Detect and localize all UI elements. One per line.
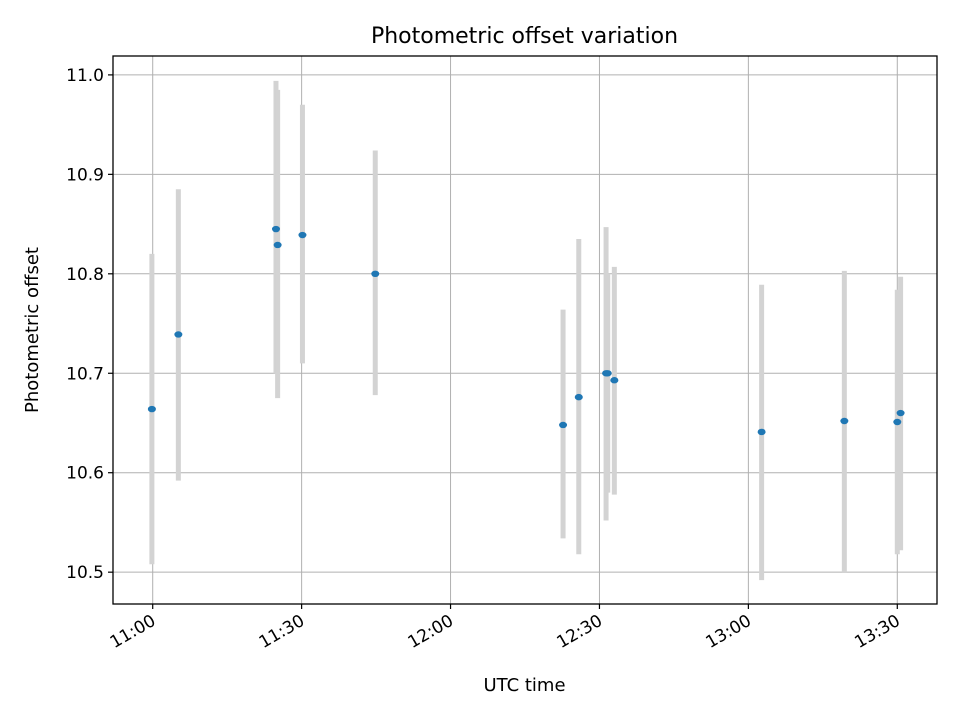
data-point: [271, 225, 280, 233]
data-point: [896, 409, 905, 417]
data-point: [574, 393, 583, 401]
data-point: [298, 231, 307, 239]
data-point: [757, 428, 766, 436]
data-point: [147, 405, 156, 413]
data-point: [559, 421, 568, 429]
y-tick-label: 10.6: [66, 464, 104, 484]
data-points: [147, 225, 905, 436]
data-point: [371, 270, 380, 278]
y-axis-ticks: 10.5 10.6 10.7 10.8 10.9 11.0: [66, 66, 113, 583]
data-point: [610, 377, 619, 384]
y-tick-label: 10.8: [66, 265, 104, 285]
x-axis-label: UTC time: [483, 675, 565, 696]
data-point: [603, 370, 612, 377]
plot-frame: [112, 55, 938, 605]
y-tick-label: 10.7: [66, 364, 104, 384]
data-point: [840, 417, 849, 425]
data-point: [174, 331, 183, 338]
y-tick-label: 10.9: [66, 165, 104, 185]
y-tick-label: 11.0: [66, 66, 104, 86]
data-point: [273, 241, 282, 249]
y-tick-label: 10.5: [66, 563, 104, 583]
chart-title: Photometric offset variation: [371, 24, 678, 49]
grid: [113, 56, 937, 604]
data-point: [893, 418, 902, 426]
y-axis-label: Photometric offset: [22, 247, 43, 413]
